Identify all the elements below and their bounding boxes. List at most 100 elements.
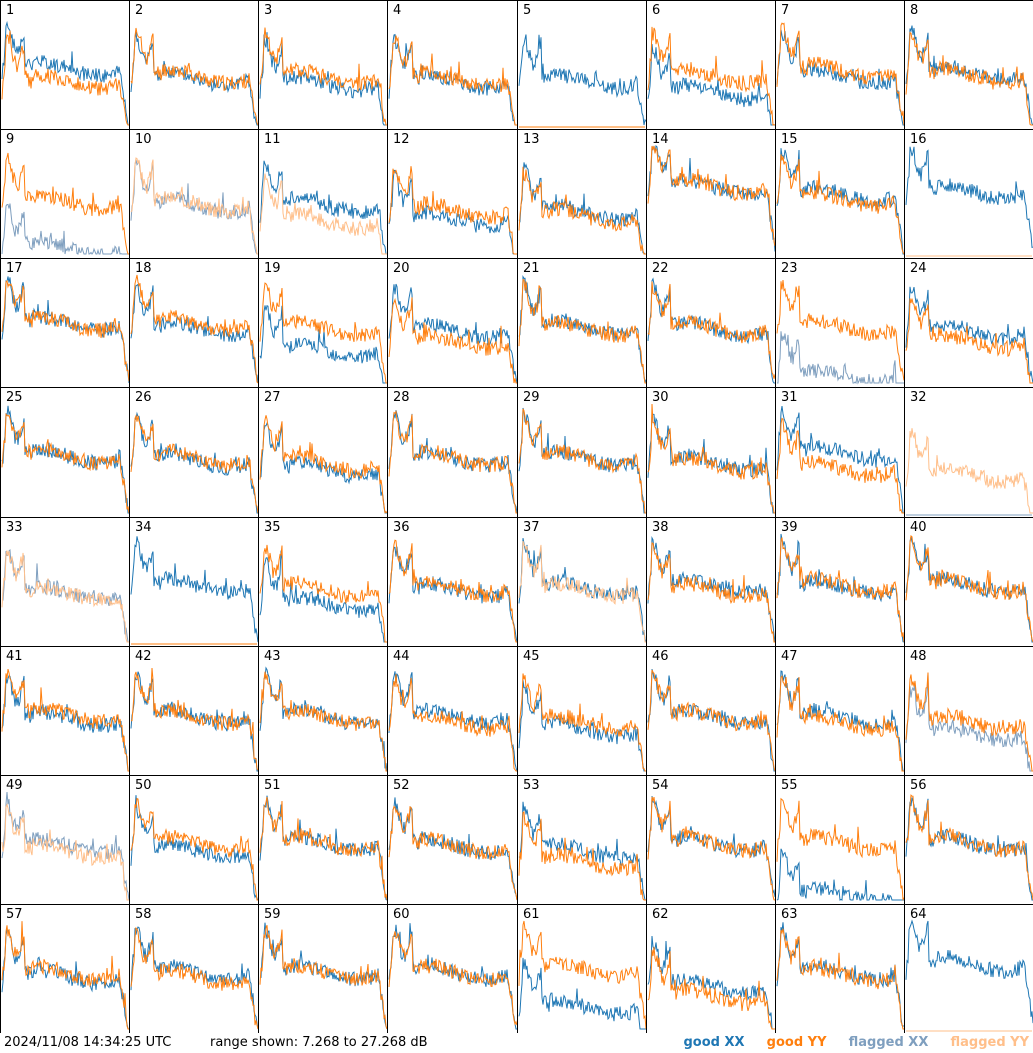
panel-8: 8 <box>905 1 1033 129</box>
panel-43: 43 <box>259 647 387 775</box>
series-xx-panel-51 <box>259 795 387 901</box>
series-yy-panel-51 <box>259 796 387 901</box>
panel-plot <box>259 27 387 126</box>
panel-label: 36 <box>393 520 410 535</box>
panel-plot <box>130 27 258 126</box>
series-yy-panel-38 <box>647 542 775 643</box>
series-xx-panel-55 <box>776 848 904 901</box>
panel-label: 53 <box>523 778 540 793</box>
series-yy-panel-42 <box>130 667 258 771</box>
panel-label: 1 <box>6 3 15 18</box>
series-xx-panel-56 <box>905 797 1033 901</box>
series-yy-panel-27 <box>259 415 387 514</box>
panel-59: 59 <box>259 905 387 1033</box>
panel-49: 49 <box>1 776 129 904</box>
series-xx-panel-63 <box>776 922 904 1027</box>
footer: 2024/11/08 14:34:25 UTC range shown: 7.2… <box>0 1033 1033 1053</box>
panel-label: 11 <box>264 132 281 147</box>
panel-37: 37 <box>518 518 646 646</box>
panel-plot <box>1 668 129 772</box>
series-xx-panel-17 <box>1 276 129 384</box>
panel-39: 39 <box>776 518 904 646</box>
series-yy-panel-39 <box>776 537 904 643</box>
panel-21: 21 <box>518 259 646 387</box>
series-yy-panel-59 <box>259 925 387 1030</box>
panel-plot <box>130 926 258 1030</box>
panel-plot <box>388 166 517 255</box>
series-yy-panel-50 <box>130 797 258 901</box>
panel-label: 3 <box>264 3 273 18</box>
panel-58: 58 <box>130 905 258 1033</box>
series-xx-panel-61 <box>518 957 646 1030</box>
panel-plot <box>776 533 904 643</box>
panel-label: 30 <box>652 390 669 405</box>
panel-plot <box>1 405 129 514</box>
legend-good-xx: good XX <box>683 1035 745 1050</box>
panel-4: 4 <box>388 1 517 129</box>
series-yy-panel-14 <box>647 145 775 247</box>
panel-label: 7 <box>781 3 790 18</box>
panel-23: 23 <box>776 259 904 387</box>
panel-56: 56 <box>905 776 1033 904</box>
panel-label: 2 <box>135 3 144 18</box>
series-yy-panel-28 <box>388 409 517 514</box>
panel-label: 59 <box>264 907 281 922</box>
series-yy-panel-37 <box>518 540 646 643</box>
panel-14: 14 <box>647 130 775 258</box>
series-yy-panel-25 <box>1 412 129 514</box>
panel-label: 35 <box>264 520 281 535</box>
panel-plot <box>647 535 775 643</box>
series-yy-panel-29 <box>518 408 646 514</box>
panel-55: 55 <box>776 776 904 904</box>
series-xx-panel-11 <box>259 160 387 255</box>
panel-52: 52 <box>388 776 517 904</box>
panel-plot <box>130 795 258 901</box>
panel-plot <box>388 283 517 384</box>
panel-plot <box>776 922 904 1030</box>
panel-plot <box>259 666 387 772</box>
series-yy-panel-3 <box>259 27 387 126</box>
panel-plot <box>647 26 775 126</box>
panel-25: 25 <box>1 388 129 517</box>
panel-label: 64 <box>910 907 927 922</box>
panel-label: 52 <box>393 778 410 793</box>
series-yy-panel-55 <box>776 797 904 901</box>
panel-label: 18 <box>135 261 152 276</box>
series-yy-panel-18 <box>130 274 258 384</box>
range-label: range shown: 7.268 to 27.268 dB <box>210 1035 428 1050</box>
panel-19: 19 <box>259 259 387 387</box>
series-yy-panel-12 <box>388 166 517 255</box>
panel-plot <box>1 791 129 901</box>
panel-60: 60 <box>388 905 517 1033</box>
series-yy-panel-41 <box>1 668 129 772</box>
panel-plot <box>776 280 904 385</box>
panel-2: 2 <box>130 1 258 129</box>
panel-label: 45 <box>523 649 540 664</box>
panel-42: 42 <box>130 647 258 775</box>
panel-61: 61 <box>518 905 646 1033</box>
panel-label: 41 <box>6 649 23 664</box>
panel-label: 47 <box>781 649 798 664</box>
series-yy-panel-49 <box>1 803 129 901</box>
series-yy-panel-32 <box>905 428 1033 514</box>
panel-label: 5 <box>523 3 532 18</box>
panel-plot <box>259 282 387 384</box>
panel-15: 15 <box>776 130 904 258</box>
panel-22: 22 <box>647 259 775 387</box>
panel-46: 46 <box>647 647 775 775</box>
legend: good XX good YY flagged XX flagged YY <box>665 1033 1029 1053</box>
series-yy-panel-43 <box>259 671 387 772</box>
panel-plot <box>518 920 646 1030</box>
series-yy-panel-9 <box>1 152 129 255</box>
panel-plot <box>388 797 517 901</box>
panel-1: 1 <box>1 1 129 129</box>
panel-label: 40 <box>910 520 927 535</box>
panel-plot <box>647 668 775 772</box>
panel-plot <box>1 276 129 384</box>
series-yy-panel-33 <box>1 550 129 643</box>
series-yy-panel-13 <box>518 166 646 255</box>
panel-label: 46 <box>652 649 669 664</box>
series-yy-panel-24 <box>905 298 1033 384</box>
panel-label: 22 <box>652 261 669 276</box>
series-xx-panel-5 <box>518 34 646 126</box>
